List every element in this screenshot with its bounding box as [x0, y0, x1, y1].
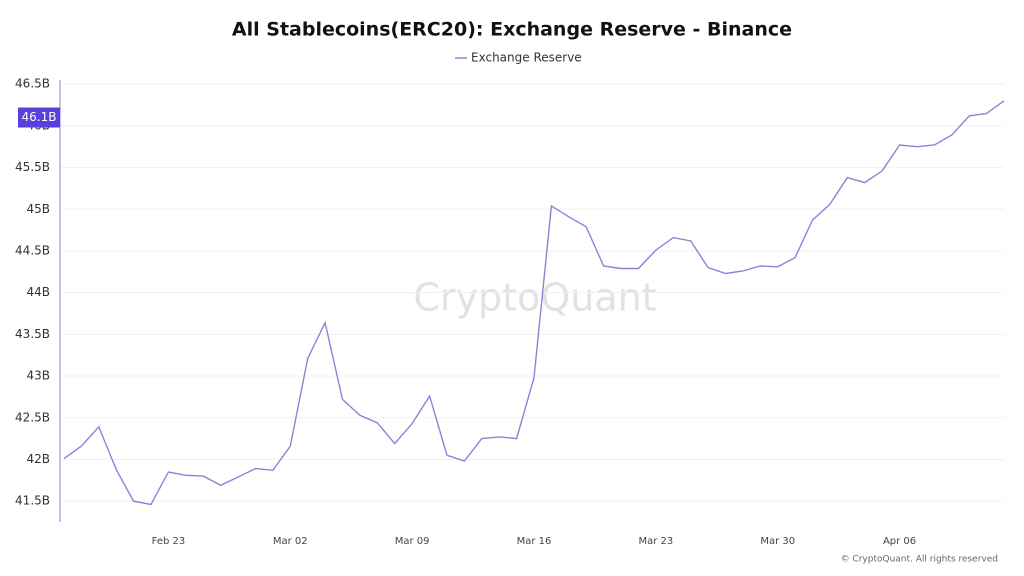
- y-tick-label: 42.5B: [15, 410, 50, 424]
- x-tick-label: Feb 23: [152, 536, 186, 547]
- y-tick-label: 45.5B: [15, 160, 50, 174]
- x-tick-label: Mar 30: [760, 536, 795, 547]
- x-tick-label: Mar 23: [638, 536, 673, 547]
- x-tick-label: Mar 02: [273, 536, 308, 547]
- y-tick-label: 44B: [26, 285, 50, 299]
- current-value-badge: [18, 107, 60, 128]
- series-line: [63, 100, 1005, 506]
- y-tick-label: 42B: [26, 452, 50, 466]
- current-value-label: 46.1B: [22, 110, 57, 124]
- y-tick-label: 45B: [26, 202, 50, 216]
- legend-label: Exchange Reserve: [471, 51, 582, 65]
- x-tick-label: Mar 16: [517, 536, 552, 547]
- y-tick-label: 41.5B: [15, 494, 50, 508]
- footer: © CryptoQuant. All rights reserved: [841, 555, 998, 565]
- x-tick-label: Mar 09: [395, 536, 430, 547]
- watermark: CryptoQuant: [413, 276, 656, 320]
- y-tick-label: 44.5B: [15, 243, 50, 257]
- x-tick-label: Apr 06: [883, 536, 916, 547]
- chart-title: All Stablecoins(ERC20): Exchange Reserve…: [232, 19, 792, 41]
- y-tick-label: 43B: [26, 369, 50, 383]
- y-tick-label: 46.5B: [15, 77, 50, 91]
- y-tick-label: 43.5B: [15, 327, 50, 341]
